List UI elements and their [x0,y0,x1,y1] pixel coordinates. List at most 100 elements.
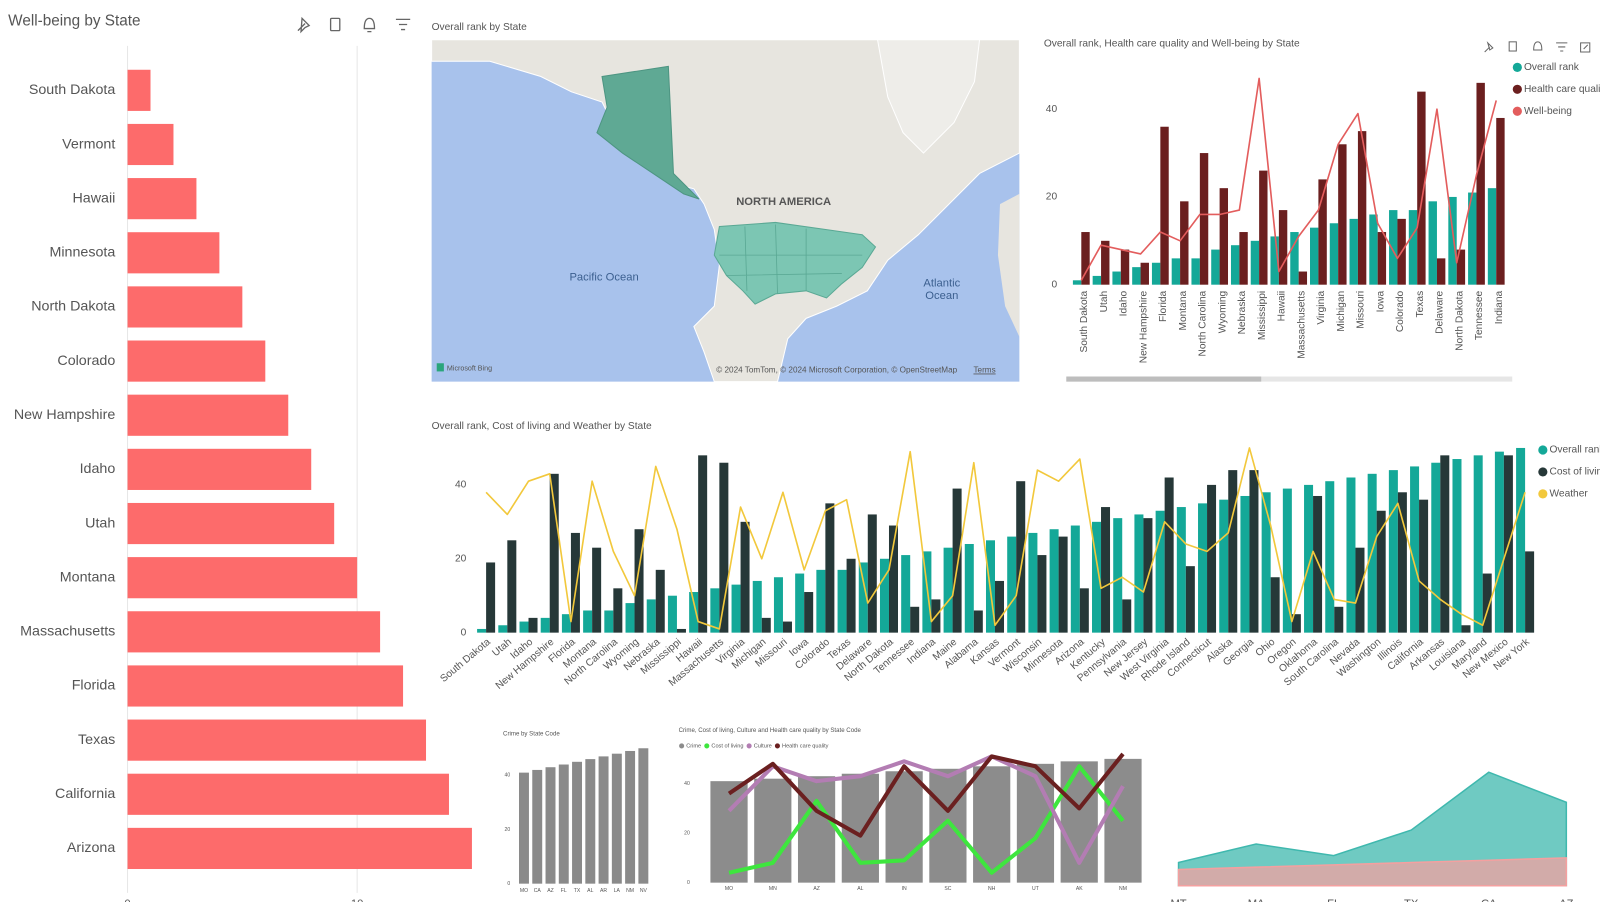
bar [710,588,720,633]
bar [585,759,596,884]
legend-label: Health care quality [1524,84,1600,95]
focus-icon[interactable] [1580,42,1591,53]
bar [1291,614,1301,633]
legend-marker [1512,106,1522,116]
bar [1211,249,1220,285]
scrollbar-thumb[interactable] [1066,376,1262,382]
y-category-label: Minnesota [49,245,115,261]
bar [127,827,472,870]
bar [773,577,783,633]
pin-icon[interactable] [1484,41,1494,53]
bar [943,547,953,633]
legend-label: Well-being [1524,106,1572,117]
bar [885,771,923,883]
x-tick-label: Virginia [1316,290,1327,324]
visual-header-icons[interactable] [297,16,411,34]
bar [1007,536,1017,633]
bar [1516,447,1526,633]
bar [689,592,699,633]
map-attribution: © 2024 TomTom, © 2024 Microsoft Corporat… [716,366,957,375]
map-title: Overall rank by State [432,22,527,33]
bar [598,756,609,884]
x-tick-label: Mississippi [1257,291,1268,340]
bar [1431,462,1441,633]
y-category-label: Vermont [62,136,115,152]
legend-label: Health care quality [782,743,829,749]
bar [1349,218,1358,285]
bar [127,69,151,111]
bar [1207,484,1217,633]
bar [127,232,220,274]
bar [127,557,358,599]
bar [1151,262,1161,285]
bar [1476,82,1485,285]
bar [1389,210,1398,285]
bar [1185,566,1195,633]
bar [973,766,1011,883]
x-tick-label: AL [857,886,863,892]
alert-icon[interactable] [1533,41,1543,51]
bar [1525,551,1535,633]
x-tick-label: AL [587,888,593,894]
map[interactable]: Microsoft Bing © 2024 TomTom, © 2024 Mic… [431,39,1020,383]
x-tick-label: North Carolina [1198,290,1209,356]
chart-title: Crime, Cost of living, Culture and Healt… [679,727,862,734]
map-terms[interactable]: Terms [973,366,995,375]
chart-title: Crime by State Code [503,730,560,737]
bar [127,611,381,653]
map-logo-text: Microsoft Bing [447,364,492,372]
y-category-label: Florida [72,678,116,694]
copy-icon[interactable] [1508,41,1517,52]
bar [1180,201,1189,285]
bar [1270,577,1280,633]
bar [1410,466,1420,633]
line [727,754,1125,865]
bar [1028,532,1038,633]
legend-label: Weather [1549,489,1588,500]
bar [858,562,868,633]
x-tick-label: Idaho [1119,290,1130,316]
y-category-label: California [55,786,115,802]
bar [1468,192,1477,285]
bar [888,525,898,633]
alert-icon[interactable] [363,17,376,33]
bar [1155,510,1165,633]
bar [486,562,496,633]
x-tick-label: South Dakota [438,637,493,685]
x-tick-label: NM [1119,886,1127,892]
map-greenland [876,39,981,154]
bar [1357,131,1367,285]
bar [867,514,877,633]
bar [570,532,580,633]
bar [507,540,517,633]
x-tick-label: South Dakota [1079,290,1090,352]
bar [1120,249,1130,285]
filter-icon[interactable] [395,18,411,31]
bar [498,625,508,633]
bar [740,521,750,633]
bar [1249,470,1259,633]
x-tick-label: AR [600,888,607,894]
y-category-label: South Dakota [29,82,116,98]
x-tick-label: Nebraska [1237,290,1248,334]
legend-label: Cost of living [711,743,743,749]
scrollbar-track[interactable] [1066,376,1513,382]
line [728,764,1125,875]
copy-icon[interactable] [329,17,341,32]
bar [816,569,826,633]
y-tick-label: 20 [505,827,511,833]
bar [1473,455,1483,633]
y-tick-label: 40 [455,480,467,491]
legend-label: Overall rank [1524,62,1580,73]
visual-header-icons[interactable] [1484,41,1591,53]
bar [1304,484,1314,633]
bar [127,340,266,382]
bar [901,555,911,633]
filter-icon[interactable] [1556,42,1568,52]
pin-icon[interactable] [297,16,311,34]
line [485,447,1526,630]
bar [604,610,614,633]
x-tick-label: Iowa [1375,290,1386,312]
y-category-label: Colorado [57,353,115,369]
